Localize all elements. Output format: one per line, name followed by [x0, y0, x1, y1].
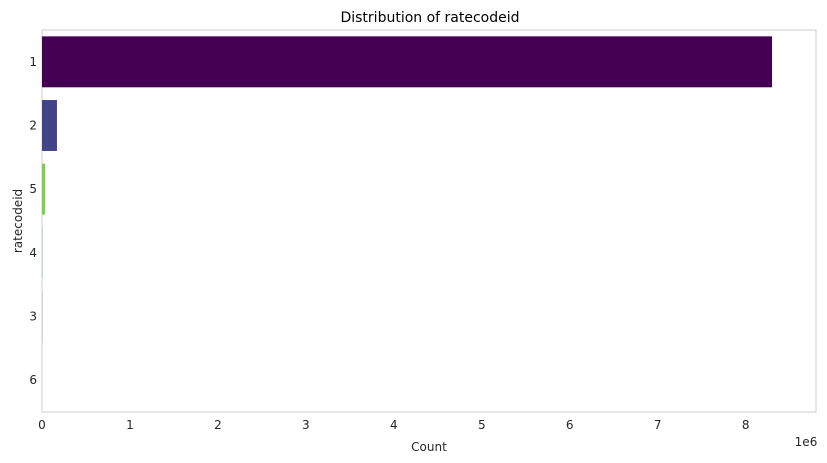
bar-5: [42, 163, 46, 215]
chart-title: Distribution of ratecodeid: [340, 10, 519, 26]
bar-2: [42, 100, 57, 151]
y-tick-label: 1: [29, 55, 37, 69]
x-tick-label: 8: [742, 418, 750, 432]
x-tick-label: 0: [38, 418, 46, 432]
x-tick-label: 4: [390, 418, 398, 432]
x-tick-label: 1: [126, 418, 134, 432]
plot-frame: [41, 29, 817, 413]
bars-group: [42, 36, 773, 406]
y-tick-label: 5: [29, 182, 37, 196]
x-tick-label: 5: [478, 418, 486, 432]
x-axis-label: Count: [411, 440, 447, 454]
x-tick-label: 6: [566, 418, 574, 432]
y-tick-label: 6: [29, 373, 37, 387]
x-axis-offset-label: 1e6: [795, 435, 818, 449]
y-tick-labels: 1 2 5 4 3 6: [29, 55, 37, 387]
x-tick-label: 3: [302, 418, 310, 432]
y-tick-label: 2: [29, 119, 37, 133]
x-tick-labels: 0 1 2 3 4 5 6 7 8: [38, 418, 749, 432]
y-axis-label: ratecodeid: [11, 189, 25, 253]
x-tick-label: 7: [654, 418, 662, 432]
x-tick-label: 2: [214, 418, 222, 432]
bar-1: [42, 36, 773, 88]
y-tick-label: 3: [29, 310, 37, 324]
y-tick-label: 4: [29, 246, 37, 260]
